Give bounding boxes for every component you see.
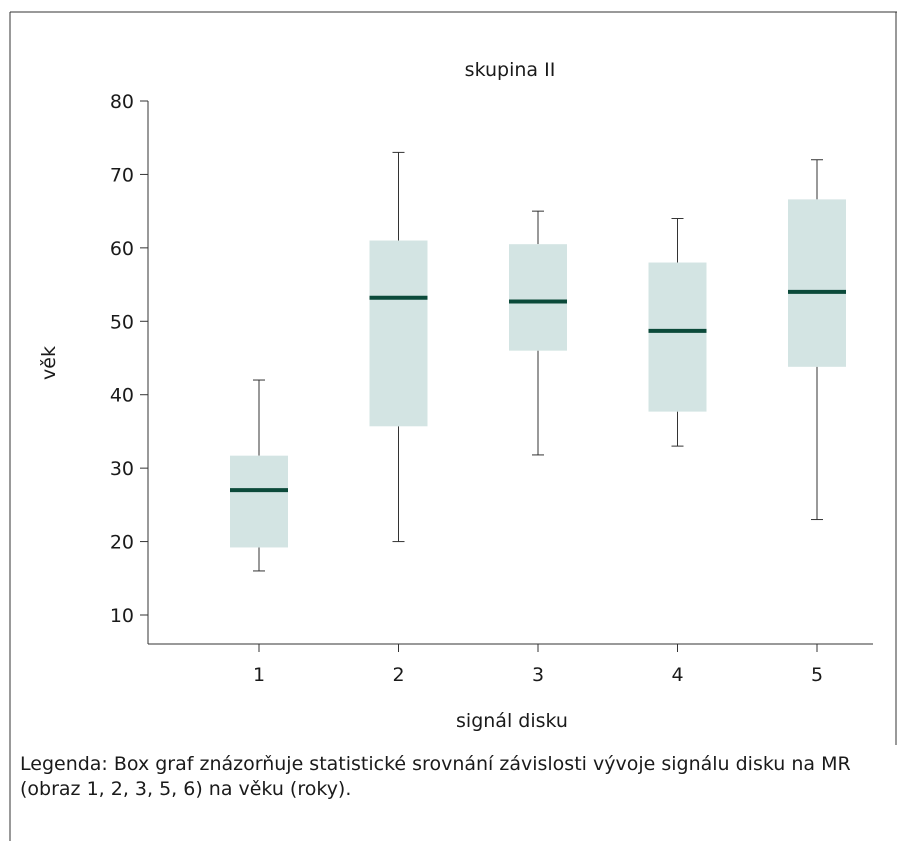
axes: 10 20 30 40 50 60 70 80 1 2 3 4 5 xyxy=(110,91,873,686)
box-group xyxy=(369,151,428,543)
y-tick-label: 40 xyxy=(110,385,134,407)
box-group xyxy=(230,379,288,572)
y-tick-label: 50 xyxy=(110,311,134,333)
iqr-box xyxy=(369,240,428,427)
figure-caption: Legenda: Box graf znázorňuje statistické… xyxy=(20,753,851,800)
x-tick-label: 1 xyxy=(253,664,265,686)
box-group xyxy=(509,210,567,456)
boxplot-chart: skupina II věk signál disku 10 20 30 40 50 60… xyxy=(38,59,873,732)
x-tick-label: 5 xyxy=(811,664,823,686)
y-tick-label: 70 xyxy=(110,164,134,186)
y-tick-label: 60 xyxy=(110,238,134,260)
y-tick-label: 10 xyxy=(110,605,134,627)
iqr-box xyxy=(230,455,288,548)
y-tick-label: 20 xyxy=(110,532,134,554)
y-tick-label: 80 xyxy=(110,91,134,113)
iqr-box xyxy=(788,199,846,367)
iqr-box xyxy=(509,244,567,351)
y-tick-label: 30 xyxy=(110,458,134,480)
x-axis-title: signál disku xyxy=(456,710,568,732)
y-axis-title: věk xyxy=(38,346,60,380)
chart-title: skupina II xyxy=(465,59,556,81)
x-tick-label: 2 xyxy=(392,664,404,686)
x-tick-label: 4 xyxy=(671,664,683,686)
x-tick-label: 3 xyxy=(532,664,544,686)
box-group xyxy=(788,159,846,521)
boxes xyxy=(230,151,846,572)
box-group xyxy=(648,217,707,447)
iqr-box xyxy=(648,262,707,412)
